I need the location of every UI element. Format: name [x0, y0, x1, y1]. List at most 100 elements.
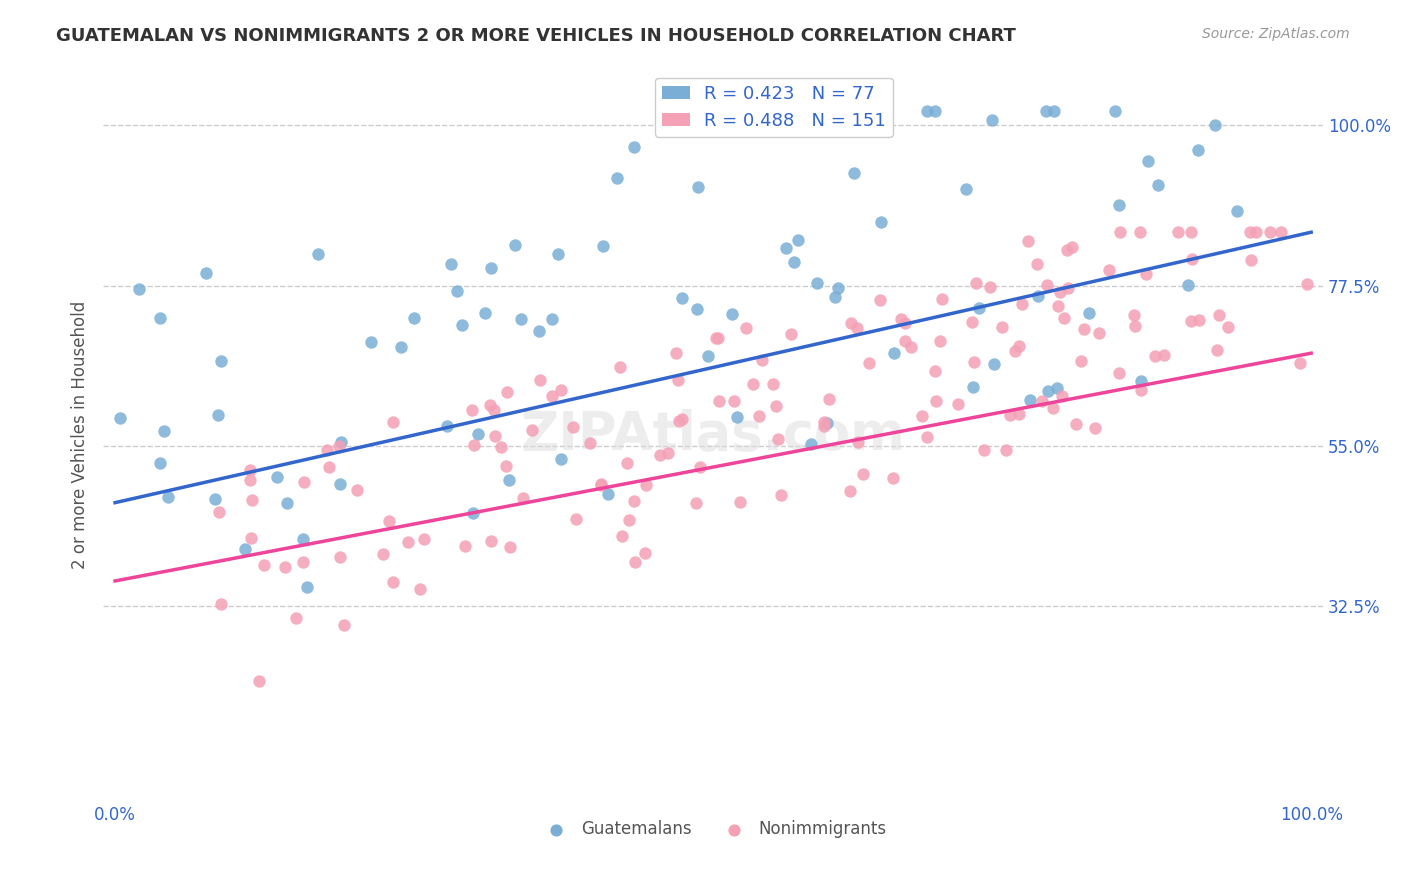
Point	[153, 424, 176, 438]
Point	[911, 409, 934, 424]
Point	[711, 104, 734, 119]
Point	[1031, 393, 1053, 408]
Point	[1205, 119, 1227, 133]
Point	[1028, 289, 1050, 303]
Point	[512, 491, 534, 505]
Point	[396, 535, 419, 549]
Point	[1000, 408, 1022, 422]
Point	[381, 574, 404, 589]
Point	[990, 319, 1012, 334]
Point	[775, 241, 797, 255]
Point	[1026, 257, 1049, 271]
Point	[671, 412, 693, 426]
Point	[780, 326, 803, 341]
Point	[598, 487, 620, 501]
Point	[815, 416, 838, 430]
Point	[503, 237, 526, 252]
Point	[666, 373, 689, 387]
Point	[591, 478, 613, 492]
Point	[247, 673, 270, 688]
Point	[960, 315, 983, 329]
Point	[328, 550, 350, 565]
Point	[451, 318, 474, 332]
Point	[360, 335, 382, 350]
Point	[1097, 263, 1119, 277]
Point	[1004, 344, 1026, 359]
Point	[617, 513, 640, 527]
Point	[149, 456, 172, 470]
Point	[748, 409, 770, 423]
Point	[1177, 277, 1199, 292]
Point	[436, 419, 458, 434]
Point	[413, 532, 436, 546]
Point	[842, 165, 865, 179]
Point	[762, 377, 785, 392]
Point	[800, 437, 823, 451]
Point	[291, 532, 314, 546]
Point	[478, 398, 501, 412]
Point	[1087, 326, 1109, 340]
Point	[292, 556, 315, 570]
Point	[274, 560, 297, 574]
Point	[765, 399, 787, 413]
Point	[1077, 306, 1099, 320]
Point	[851, 467, 873, 482]
Point	[333, 618, 356, 632]
Point	[616, 456, 638, 470]
Point	[915, 104, 938, 119]
Point	[346, 483, 368, 497]
Point	[962, 379, 984, 393]
Point	[315, 443, 337, 458]
Point	[657, 446, 679, 460]
Point	[650, 448, 672, 462]
Point	[787, 233, 810, 247]
Point	[128, 282, 150, 296]
Point	[994, 442, 1017, 457]
Point	[463, 438, 485, 452]
Point	[479, 533, 502, 548]
Point	[741, 376, 763, 391]
Point	[813, 419, 835, 434]
Point	[979, 280, 1001, 294]
Point	[292, 475, 315, 490]
Point	[328, 439, 350, 453]
Point	[1187, 143, 1209, 157]
Point	[579, 436, 602, 450]
Point	[948, 397, 970, 411]
Point	[1239, 225, 1261, 239]
Point	[550, 452, 572, 467]
Point	[973, 442, 995, 457]
Point	[813, 415, 835, 429]
Point	[846, 434, 869, 449]
Point	[858, 356, 880, 370]
Point	[882, 471, 904, 485]
Point	[1035, 277, 1057, 292]
Point	[883, 345, 905, 359]
Point	[1062, 240, 1084, 254]
Legend: Guatemalans, Nonimmigrants: Guatemalans, Nonimmigrants	[533, 814, 893, 845]
Point	[1053, 310, 1076, 325]
Point	[529, 373, 551, 387]
Point	[1035, 104, 1057, 119]
Point	[1042, 401, 1064, 415]
Point	[841, 317, 863, 331]
Point	[1288, 356, 1310, 370]
Text: Source: ZipAtlas.com: Source: ZipAtlas.com	[1202, 27, 1350, 41]
Point	[157, 490, 180, 504]
Point	[723, 393, 745, 408]
Point	[720, 307, 742, 321]
Point	[510, 312, 533, 326]
Point	[900, 340, 922, 354]
Point	[461, 403, 484, 417]
Point	[461, 506, 484, 520]
Point	[547, 246, 569, 260]
Point	[489, 440, 512, 454]
Point	[240, 531, 263, 545]
Point	[783, 254, 806, 268]
Point	[980, 113, 1002, 128]
Point	[382, 415, 405, 429]
Point	[766, 432, 789, 446]
Point	[1070, 354, 1092, 368]
Point	[688, 179, 710, 194]
Point	[284, 611, 307, 625]
